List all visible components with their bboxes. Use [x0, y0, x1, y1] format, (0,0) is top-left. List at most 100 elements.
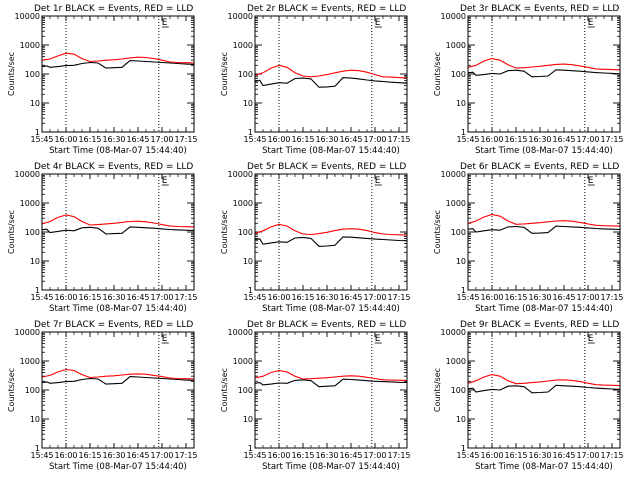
y-tick-label: 1 — [461, 286, 466, 295]
chart-panel-6: Det 6r BLACK = Events, RED = LLD 1 10 100 10… — [433, 162, 624, 314]
x-tick-label: 15:45 — [456, 293, 479, 302]
y-axis-label: Counts/sec — [433, 368, 442, 412]
plot-frame — [467, 331, 621, 449]
series-line-events — [41, 60, 195, 69]
event-marker-label: E — [375, 334, 381, 344]
y-tick-label: 10 — [243, 99, 253, 108]
x-tick-label: 15:45 — [243, 293, 266, 302]
y-axis-label: Counts/sec — [220, 210, 229, 254]
x-axis-label: Start Time (08-Mar-07 15:44:40) — [475, 146, 613, 156]
x-tick-label: 17:15 — [387, 293, 410, 302]
y-tick-label: 10000 — [441, 12, 466, 21]
x-tick-label: 16:30 — [528, 293, 551, 302]
x-tick-label: 16:15 — [291, 451, 314, 460]
series-line-events — [467, 384, 621, 394]
y-tick-label: 10000 — [15, 170, 40, 179]
x-tick-label: 15:45 — [456, 135, 479, 144]
series-line-events — [254, 236, 408, 247]
y-axis-label: Counts/sec — [433, 52, 442, 96]
series-line-lld — [254, 369, 408, 381]
x-tick-label: 17:00 — [150, 451, 173, 460]
y-tick-label: 1000 — [20, 41, 40, 50]
x-tick-label: 15:45 — [30, 293, 53, 302]
chart-title: Det 5r BLACK = Events, RED = LLD — [247, 162, 406, 172]
y-tick-label: 10 — [30, 257, 40, 266]
x-tick-label: 16:00 — [267, 451, 290, 460]
plot-frame — [467, 173, 621, 291]
y-tick-label: 100 — [238, 70, 253, 79]
chart-panel-3: Det 3r BLACK = Events, RED = LLD 1 10 100 10… — [433, 4, 624, 156]
x-tick-label: 17:00 — [576, 451, 599, 460]
x-tick-label: 16:00 — [267, 135, 290, 144]
y-tick-label: 1000 — [233, 357, 253, 366]
y-tick-label: 1 — [248, 128, 253, 137]
x-axis-label: Start Time (08-Mar-07 15:44:40) — [262, 304, 400, 314]
y-tick-label: 1 — [35, 286, 40, 295]
x-tick-label: 16:15 — [78, 135, 101, 144]
x-tick-label: 16:15 — [78, 293, 101, 302]
y-tick-label: 100 — [238, 386, 253, 395]
x-tick-label: 17:00 — [576, 293, 599, 302]
x-tick-label: 16:45 — [552, 293, 575, 302]
x-tick-label: 17:15 — [174, 451, 197, 460]
chart-title: Det 8r BLACK = Events, RED = LLD — [247, 320, 406, 330]
event-marker-label: E — [375, 18, 381, 28]
y-tick-label: 10 — [456, 257, 466, 266]
x-tick-label: 16:00 — [54, 451, 77, 460]
x-tick-label: 15:45 — [243, 135, 266, 144]
y-axis-label: Counts/sec — [7, 210, 16, 254]
y-tick-label: 1000 — [233, 199, 253, 208]
series-line-events — [41, 376, 195, 385]
x-axis-label: Start Time (08-Mar-07 15:44:40) — [475, 462, 613, 472]
y-axis-label: Counts/sec — [7, 368, 16, 412]
chart-title: Det 2r BLACK = Events, RED = LLD — [247, 4, 406, 14]
y-tick-label: 10000 — [15, 12, 40, 21]
chart-panel-8: Det 8r BLACK = Events, RED = LLD 1 10 100 10… — [220, 320, 411, 472]
x-tick-label: 17:00 — [363, 451, 386, 460]
x-tick-label: 16:45 — [126, 293, 149, 302]
series-line-lld — [254, 64, 408, 79]
y-tick-label: 1 — [461, 444, 466, 453]
x-tick-label: 16:00 — [480, 293, 503, 302]
chart-panel-7: Det 7r BLACK = Events, RED = LLD 1 10 100 10… — [7, 320, 198, 472]
chart-title: Det 4r BLACK = Events, RED = LLD — [34, 162, 193, 172]
series-line-lld — [467, 374, 621, 387]
series-line-lld — [467, 58, 621, 71]
x-tick-label: 17:15 — [600, 293, 623, 302]
y-tick-label: 1000 — [233, 41, 253, 50]
x-tick-label: 17:00 — [150, 293, 173, 302]
x-tick-label: 16:00 — [480, 135, 503, 144]
y-tick-label: 100 — [25, 228, 40, 237]
y-tick-label: 10 — [456, 99, 466, 108]
event-marker-label: E — [588, 176, 594, 186]
series-line-lld — [254, 223, 408, 236]
x-tick-label: 16:30 — [102, 135, 125, 144]
x-tick-label: 17:15 — [600, 451, 623, 460]
y-tick-label: 1000 — [20, 357, 40, 366]
y-tick-label: 100 — [451, 386, 466, 395]
y-tick-label: 10000 — [441, 170, 466, 179]
x-axis-label: Start Time (08-Mar-07 15:44:40) — [49, 146, 187, 156]
plot-frame — [467, 15, 621, 133]
y-axis-label: Counts/sec — [7, 52, 16, 96]
x-tick-label: 17:15 — [387, 135, 410, 144]
event-marker-label: E — [162, 334, 168, 344]
y-tick-label: 100 — [451, 70, 466, 79]
series-line-lld — [467, 213, 621, 227]
series-line-lld — [41, 214, 195, 228]
x-tick-label: 15:45 — [456, 451, 479, 460]
x-tick-label: 16:15 — [78, 451, 101, 460]
chart-title: Det 6r BLACK = Events, RED = LLD — [460, 162, 619, 172]
y-tick-label: 10 — [456, 415, 466, 424]
x-tick-label: 16:15 — [504, 293, 527, 302]
x-tick-label: 15:45 — [30, 451, 53, 460]
x-tick-label: 16:15 — [504, 135, 527, 144]
chart-title: Det 9r BLACK = Events, RED = LLD — [460, 320, 619, 330]
y-tick-label: 10 — [30, 415, 40, 424]
x-tick-label: 16:30 — [315, 135, 338, 144]
plot-frame — [254, 331, 408, 449]
x-tick-label: 16:45 — [126, 451, 149, 460]
y-tick-label: 100 — [25, 386, 40, 395]
chart-title: Det 7r BLACK = Events, RED = LLD — [34, 320, 193, 330]
x-tick-label: 16:45 — [126, 135, 149, 144]
